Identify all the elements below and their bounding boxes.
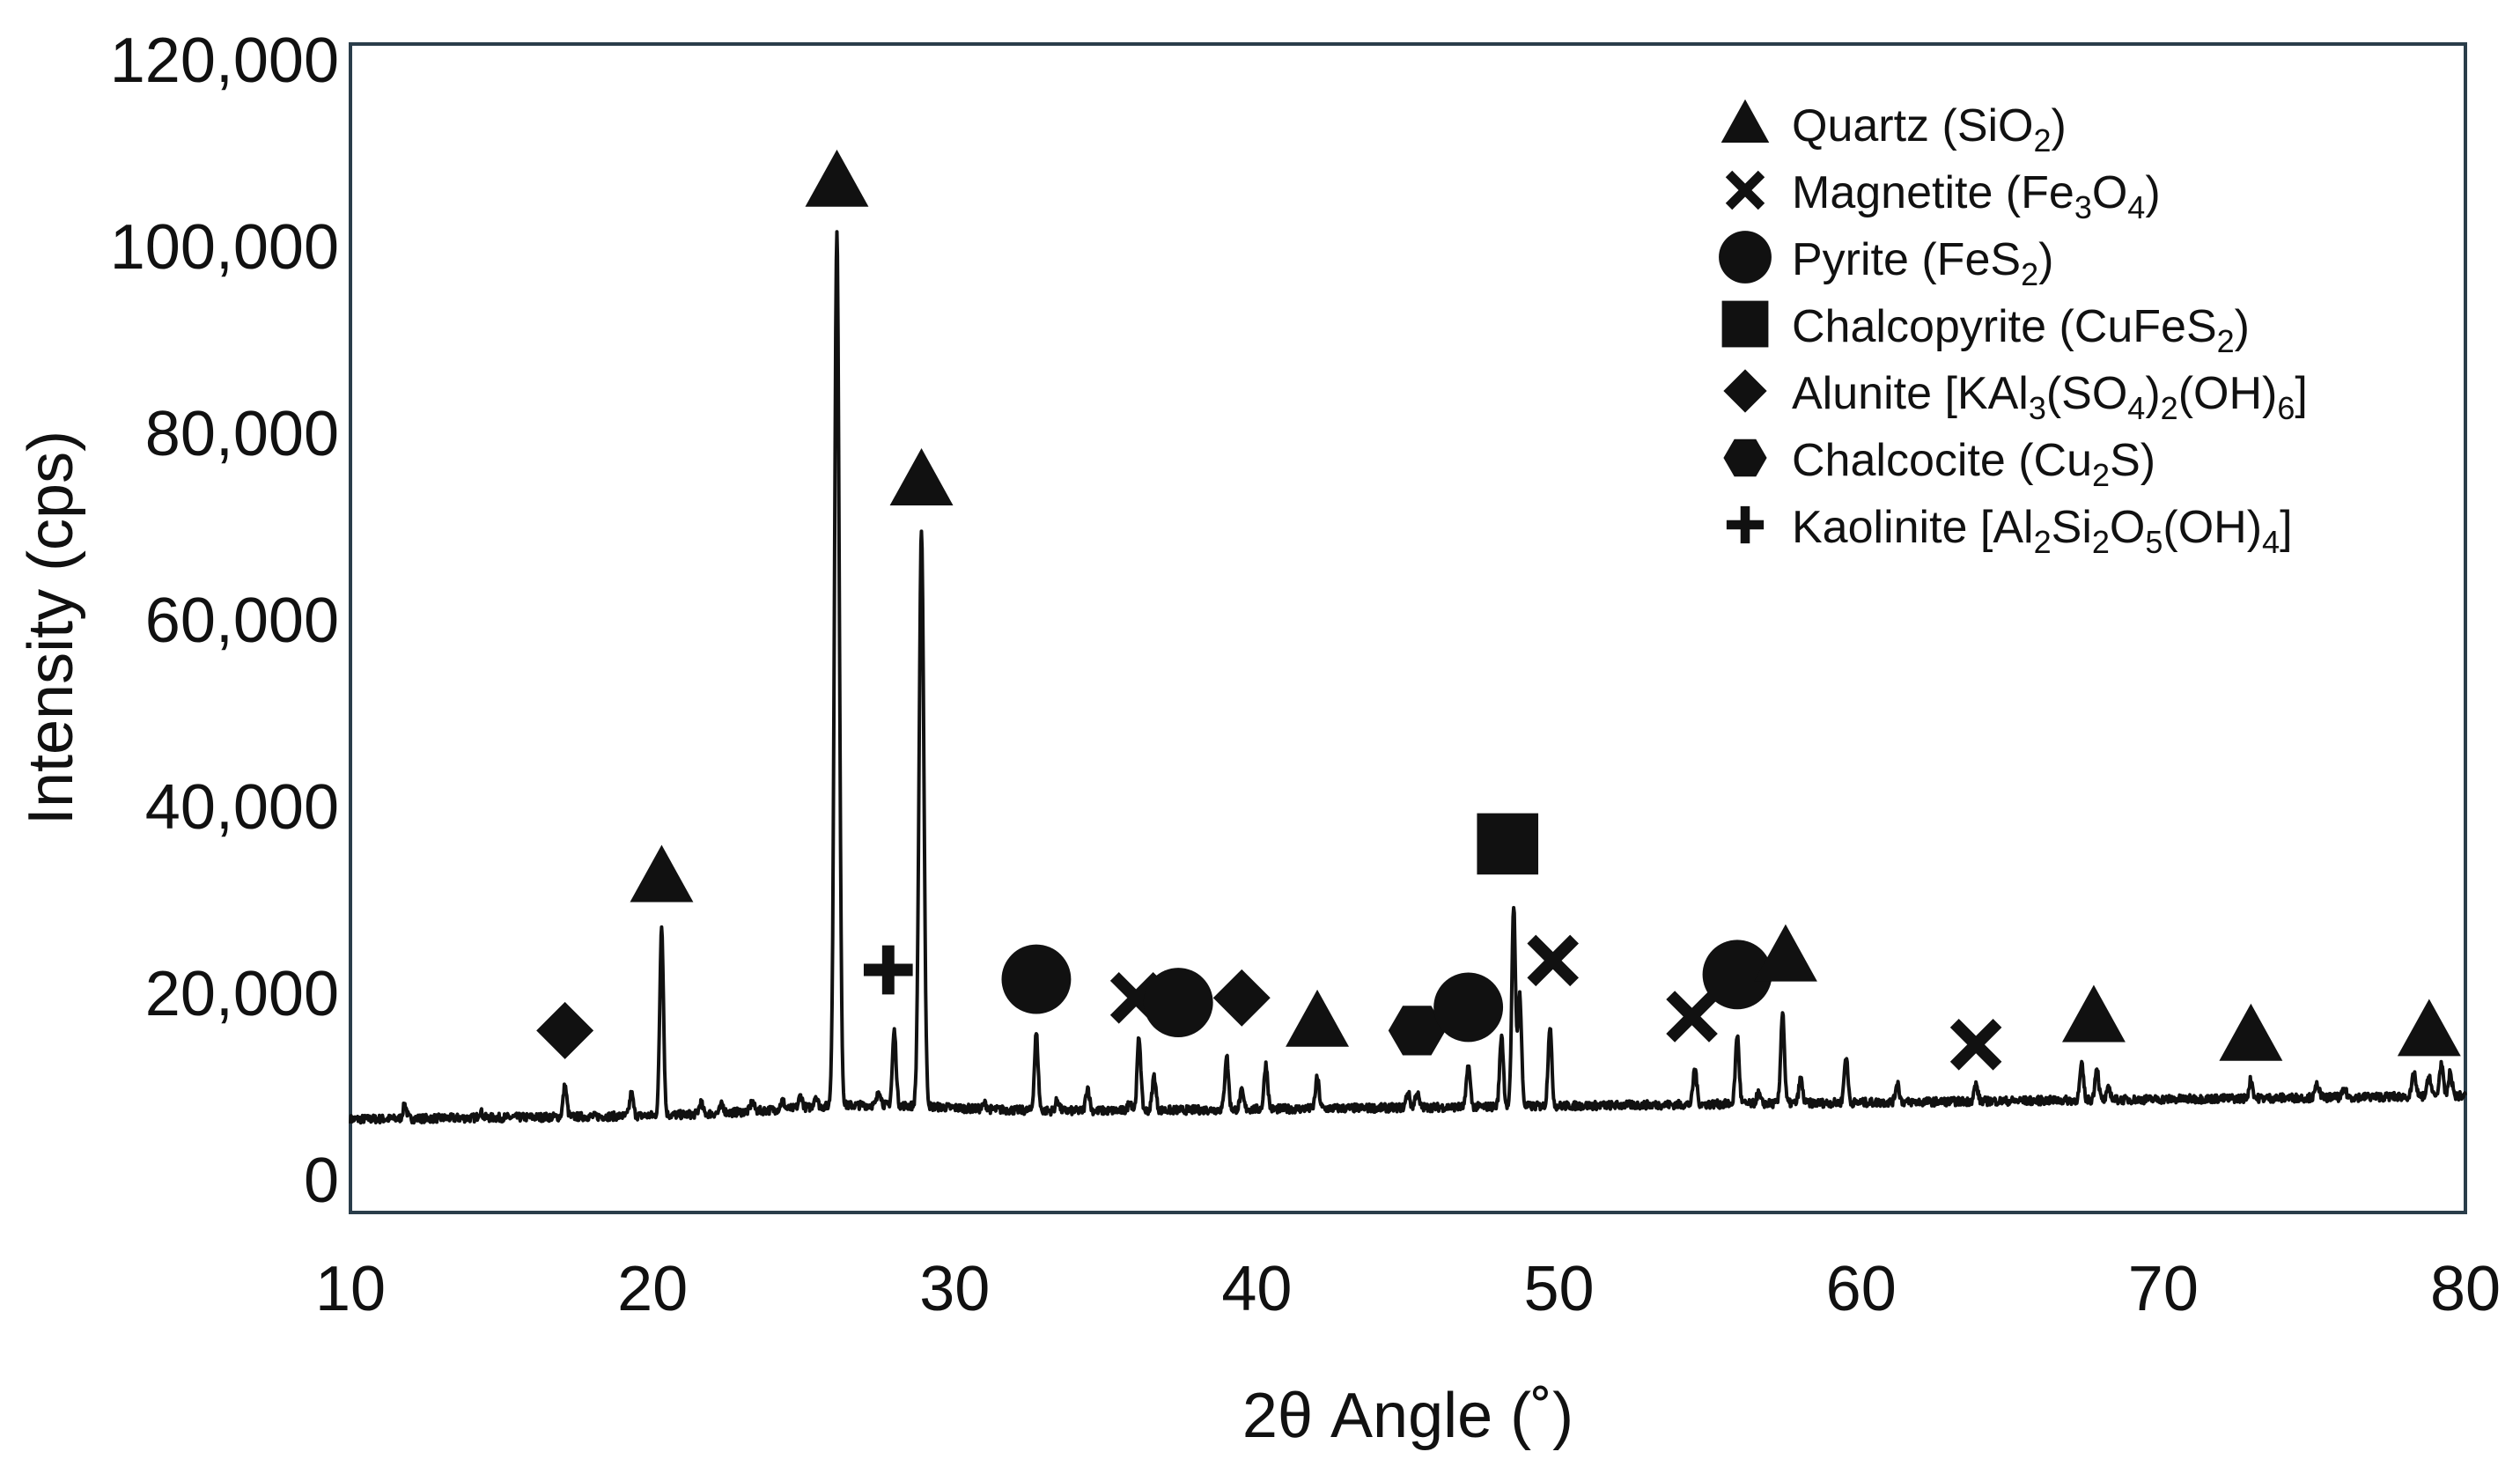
x-tick-label: 70 <box>2128 1254 2199 1324</box>
x-tick-label: 60 <box>1826 1254 1897 1324</box>
legend-circle-symbol <box>1719 231 1772 284</box>
x-tick-label: 80 <box>2430 1254 2501 1324</box>
x-tick-label: 50 <box>1524 1254 1595 1324</box>
legend-entry-label: Magnetite (Fe3O4) <box>1792 167 2161 225</box>
x-tick-label: 30 <box>919 1254 990 1324</box>
x-tick-labels: 10 20 30 40 50 60 70 80 <box>315 1254 2501 1324</box>
y-tick-label: 120,000 <box>110 26 339 96</box>
y-tick-label: 0 <box>304 1146 339 1216</box>
x-tick-label: 40 <box>1221 1254 1292 1324</box>
y-tick-label: 100,000 <box>110 212 339 283</box>
legend-cross-x-symbol <box>1725 170 1765 210</box>
x-tick-label: 10 <box>315 1254 386 1324</box>
y-tick-label: 80,000 <box>145 399 339 469</box>
y-tick-label: 40,000 <box>145 772 339 843</box>
x-axis-title: 2θ Angle (˚) <box>1242 1381 1573 1451</box>
diamond-marker <box>536 1001 594 1059</box>
circle-marker <box>1001 944 1072 1014</box>
legend-entry-label: Pyrite (FeS2) <box>1792 234 2053 292</box>
triangle-marker <box>805 149 869 207</box>
y-tick-labels: 0 20,000 40,000 60,000 80,000 100,000 120,000 <box>110 26 339 1216</box>
legend-entry-label: Alunite [KAl3(SO4)2(OH)6] <box>1792 368 2308 426</box>
triangle-marker <box>889 448 954 505</box>
legend-square-symbol <box>1721 300 1769 348</box>
square-marker <box>1477 813 1539 875</box>
x-tick-label: 20 <box>617 1254 688 1324</box>
diamond-marker <box>1212 969 1271 1027</box>
legend-entry-label: Kaolinite [Al2Si2O5(OH)4] <box>1792 502 2293 560</box>
y-axis-title: Intensity (cps) <box>16 431 86 825</box>
cross-x-marker <box>1527 934 1579 987</box>
legend-triangle-symbol <box>1721 99 1770 143</box>
legend-entry-label: Chalcocite (Cu2S) <box>1792 435 2155 493</box>
triangle-marker <box>1753 924 1817 982</box>
hexagon-marker <box>1388 1006 1446 1056</box>
xrd-pattern-line <box>349 230 2467 1125</box>
legend-entry-label: Chalcopyrite (CuFeS2) <box>1792 301 2250 359</box>
legend-diamond-symbol <box>1723 369 1767 413</box>
legend-hexagon-symbol <box>1723 439 1767 477</box>
circle-marker <box>1433 972 1504 1043</box>
triangle-marker <box>2061 984 2126 1043</box>
circle-marker <box>1143 968 1213 1038</box>
triangle-marker <box>2397 999 2461 1057</box>
phase-markers <box>536 149 2461 1071</box>
triangle-marker <box>630 844 694 903</box>
legend: Quartz (SiO2) Magnetite (Fe3O4) Pyrite (Fe… <box>1719 99 2308 560</box>
plus-marker <box>863 945 913 995</box>
y-tick-label: 20,000 <box>145 959 339 1029</box>
cross-x-marker <box>1666 991 1718 1043</box>
circle-marker <box>1702 940 1772 1010</box>
legend-entry-label: Quartz (SiO2) <box>1792 100 2067 158</box>
plot-frame <box>349 42 2467 1214</box>
legend-plus-symbol <box>1726 505 1765 544</box>
triangle-marker <box>1286 989 1350 1047</box>
triangle-marker <box>2219 1003 2283 1061</box>
cross-x-marker <box>1949 1019 2002 1071</box>
y-tick-label: 60,000 <box>145 586 339 656</box>
